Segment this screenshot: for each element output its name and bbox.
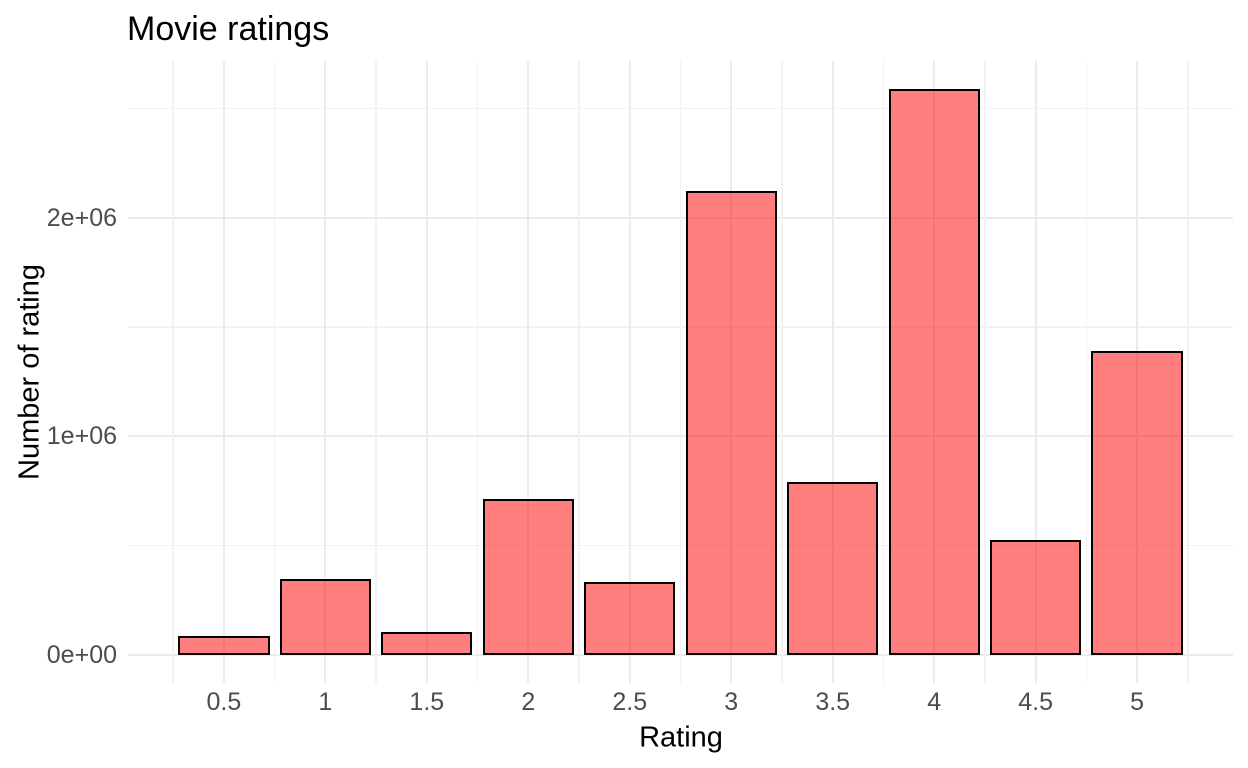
gridline-x-major [425, 61, 428, 683]
chart-title: Movie ratings [127, 10, 330, 48]
gridline-x-major [831, 61, 834, 683]
gridline-x-minor [1085, 61, 1088, 683]
gridline-x-minor [578, 61, 580, 683]
histogram-bar [1091, 351, 1183, 655]
y-tick-label: 0e+00 [46, 640, 117, 669]
gridline-x-minor [882, 61, 885, 683]
histogram-bar [178, 636, 270, 655]
histogram-bar [482, 499, 574, 655]
x-tick-label: 4 [927, 688, 942, 716]
gridline-x-minor [781, 61, 783, 683]
histogram-bar [787, 481, 879, 655]
histogram-bar [584, 581, 676, 655]
x-axis-title: Rating [639, 721, 723, 754]
gridline-x-minor [476, 61, 479, 683]
x-tick-label: 5 [1130, 688, 1145, 716]
x-tick-label: 1 [318, 688, 333, 716]
histogram-bar [279, 579, 371, 655]
x-tick-label: 3.5 [815, 688, 851, 716]
x-tick-label: 3 [724, 688, 739, 716]
plot-panel [128, 61, 1233, 683]
gridline-x-major [527, 61, 530, 683]
gridline-x-major [1034, 61, 1037, 683]
histogram-bar [685, 191, 777, 655]
x-tick-label: 2.5 [612, 688, 648, 716]
x-tick-label: 0.5 [206, 688, 242, 716]
x-tick-label: 4.5 [1018, 688, 1054, 716]
x-tick-label: 2 [521, 688, 536, 716]
gridline-x-major [222, 61, 225, 683]
x-tick-label: 1.5 [409, 688, 445, 716]
gridline-x-minor [1187, 61, 1189, 683]
gridline-x-major [628, 61, 631, 683]
histogram-bar [888, 89, 980, 655]
gridline-x-major [324, 61, 327, 683]
gridline-x-minor [172, 61, 174, 683]
gridline-x-minor [375, 61, 377, 683]
gridline-x-minor [679, 61, 682, 683]
histogram-bar [989, 539, 1082, 655]
y-tick-label: 1e+06 [46, 422, 117, 451]
histogram-bar [381, 631, 473, 655]
gridline-x-minor [984, 61, 986, 683]
y-axis-title: Number of rating [13, 264, 46, 480]
y-tick-label: 2e+06 [46, 203, 117, 232]
gridline-x-minor [273, 61, 276, 683]
